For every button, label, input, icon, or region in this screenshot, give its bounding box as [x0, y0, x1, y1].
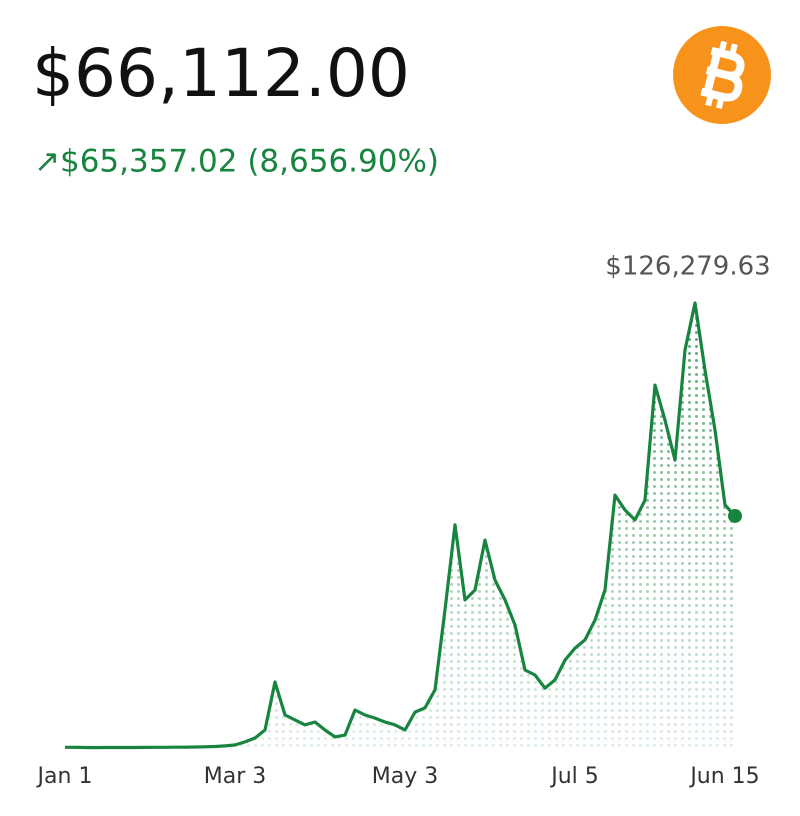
- bitcoin-icon: [673, 26, 771, 124]
- price: $66,112.00: [32, 35, 410, 112]
- x-tick-label: Jan 1: [36, 764, 93, 789]
- x-tick-label: Jul 5: [549, 764, 599, 789]
- x-tick-label: Jun 15: [688, 764, 759, 789]
- change: ↗$65,357.02 (8,656.90%): [34, 144, 439, 180]
- x-tick-label: May 3: [372, 764, 438, 789]
- area-fill: [65, 303, 735, 750]
- x-tick-label: Mar 3: [204, 764, 267, 789]
- peak-label: $126,279.63: [605, 252, 770, 282]
- price-line: [65, 301, 737, 750]
- current-dot: [728, 508, 742, 523]
